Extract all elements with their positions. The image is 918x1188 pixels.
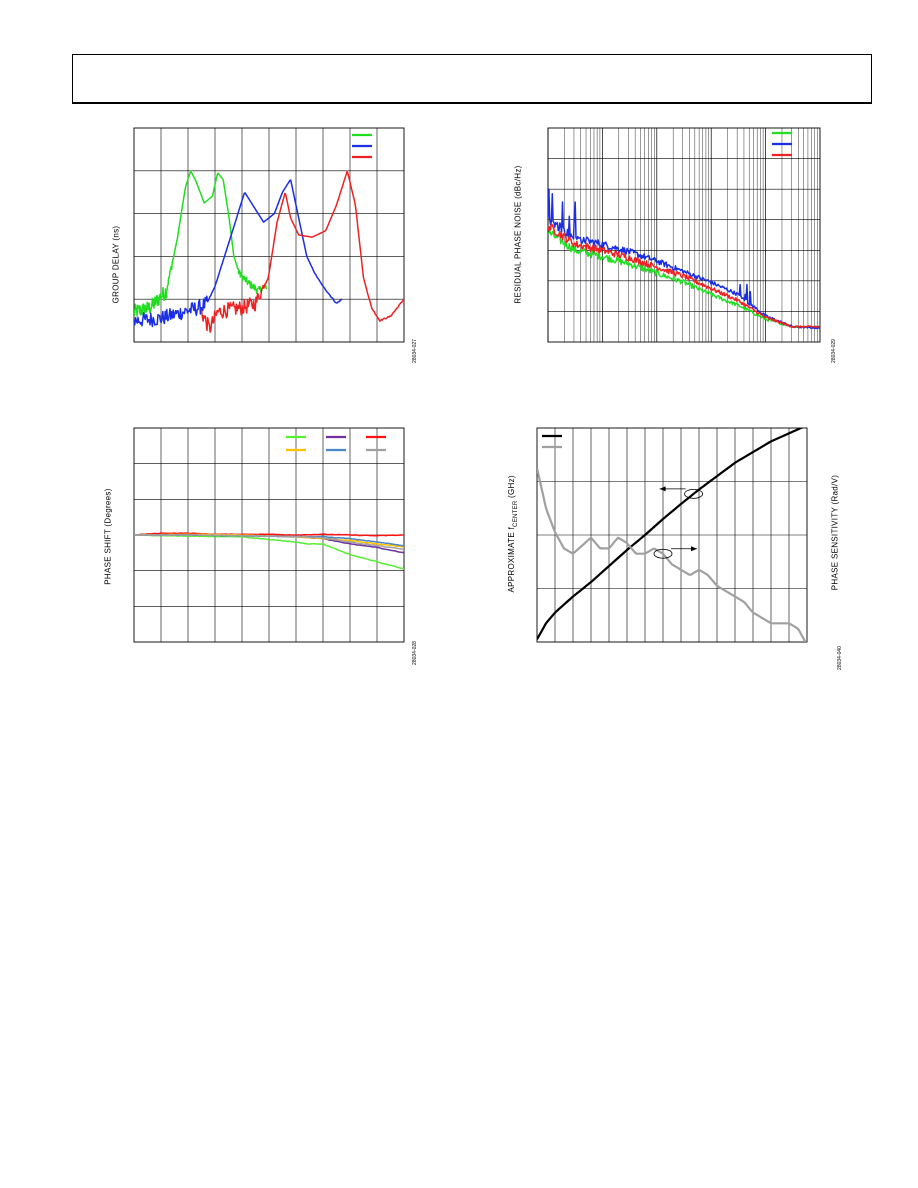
residual-phase-noise-figure: RESIDUAL PHASE NOISE (dBc/Hz) 28034-029 xyxy=(500,120,840,380)
group-delay-figure: GROUP DELAY (ns) 28034-027 xyxy=(100,120,440,380)
series-group xyxy=(548,188,820,330)
series-group xyxy=(537,428,807,642)
grid xyxy=(134,128,404,342)
grid xyxy=(537,428,807,642)
series-line-3 xyxy=(548,223,820,329)
series-line-3 xyxy=(134,532,404,537)
legend xyxy=(772,131,792,157)
series-line-6 xyxy=(134,533,404,550)
series-line-1 xyxy=(537,428,804,640)
callout-ellipse xyxy=(653,548,673,559)
group-delay-chart xyxy=(133,127,405,343)
phase-shift-chart xyxy=(133,427,405,643)
plot-frame xyxy=(536,427,808,643)
fcenter-sensitivity-figure: APPROXIMATE fCENTER (GHz) PHASE SENSITIV… xyxy=(500,420,860,680)
phase-shift-figure: PHASE SHIFT (Degrees) 28034-028 xyxy=(100,420,440,680)
plot-frame xyxy=(133,127,405,343)
callout-arrow-head xyxy=(691,546,697,552)
series-callout-2 xyxy=(653,546,697,559)
callout-ellipse xyxy=(684,488,704,499)
legend xyxy=(352,133,372,159)
residual-phase-noise-chart xyxy=(547,127,821,343)
legend xyxy=(286,435,386,452)
grid xyxy=(547,128,820,342)
page-header-box xyxy=(72,54,872,104)
series-line-2 xyxy=(134,179,343,328)
series-group xyxy=(134,170,404,333)
callout-arrow-head xyxy=(659,486,666,492)
legend xyxy=(542,434,562,449)
series-line-1 xyxy=(134,534,404,570)
series-line-1 xyxy=(134,170,268,317)
series-group xyxy=(134,532,404,570)
series-line-3 xyxy=(200,170,404,333)
plot-frame xyxy=(547,127,821,343)
fcenter-sensitivity-chart xyxy=(536,427,808,643)
series-callout-1 xyxy=(659,486,704,499)
series-line-2 xyxy=(537,467,807,642)
series-line-2 xyxy=(548,188,820,330)
